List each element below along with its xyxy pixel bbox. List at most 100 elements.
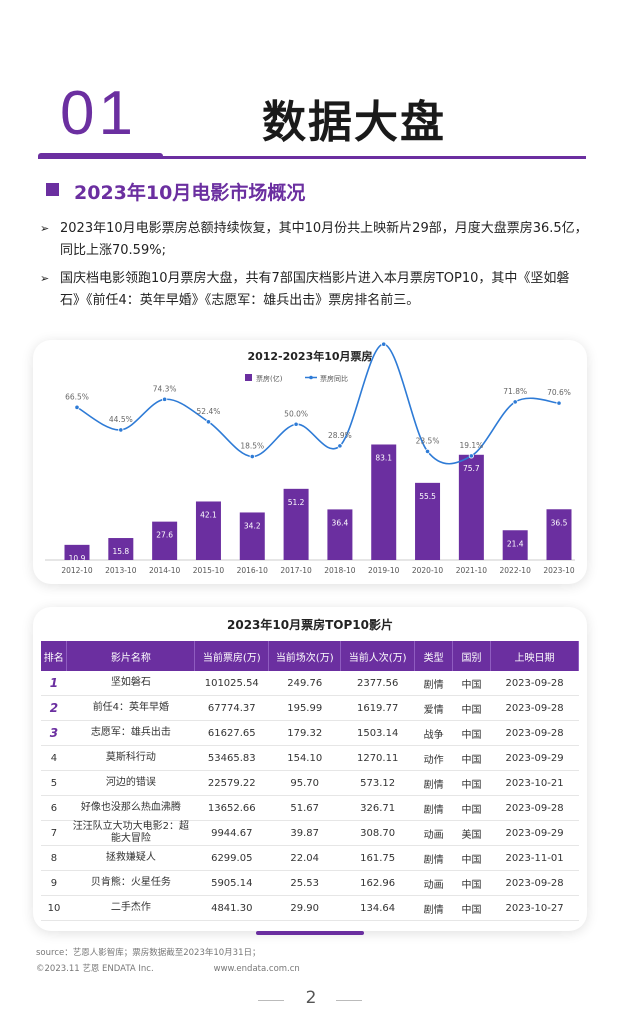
table-cell: 2023-10-27 (490, 895, 579, 921)
table-cell: 67774.37 (194, 695, 269, 721)
table-cell: 中国 (452, 720, 491, 746)
yoy-value-label: 23.5% (416, 436, 440, 445)
table-cell: 195.99 (268, 695, 341, 721)
film-name-cell: 志愿军：雄兵出击 (66, 720, 195, 746)
table-cell: 22579.22 (194, 770, 269, 796)
arrow-bullet-icon: ➢ (40, 272, 50, 285)
film-name-cell: 汪汪队立大功大电影2：超能大冒险 (66, 820, 195, 846)
table-cell: 中国 (452, 671, 491, 696)
table-cell: 2023-09-29 (490, 820, 579, 846)
bar-mark (64, 544, 90, 560)
yoy-point (381, 341, 387, 347)
bar-mark (239, 512, 265, 560)
table-cell: 573.12 (340, 770, 415, 796)
website-link[interactable]: www.endata.com.cn (213, 964, 300, 974)
yoy-value-label: 44.5% (109, 415, 133, 424)
rank-cell: 8 (41, 845, 67, 871)
table-cell: 29.90 (268, 895, 341, 921)
subheading-title: 2023年10月电影市场概况 (74, 182, 306, 204)
table-row: 5 河边的错误 22579.22 95.70 573.12 剧情 中国 2023-10-21 (41, 770, 579, 796)
table-row: 10 二手杰作 4841.30 29.90 134.64 剧情 中国 2023-10-27 (41, 895, 579, 921)
page-number-divider (336, 1000, 362, 1001)
table-cell: 爱情 (414, 695, 453, 721)
table-header-row: 排名 影片名称 当前票房(万) 当前场次(万) 当前人次(万) 类型 国别 上映… (41, 641, 579, 671)
bar-mark (415, 482, 441, 560)
rank-cell: 5 (41, 770, 67, 796)
bar-mark (458, 454, 484, 560)
table-row: 7 汪汪队立大功大电影2：超能大冒险 9944.67 39.87 308.70 动画 美国 2… (41, 820, 579, 846)
bar-value-label: 27.6 (156, 531, 173, 540)
table-cell: 2023-09-28 (490, 795, 579, 821)
table-cell: 162.96 (340, 870, 415, 896)
film-name-cell: 前任4：英年早婚 (66, 695, 195, 721)
table-cell: 1503.14 (340, 720, 415, 746)
column-header: 当前场次(万) (268, 641, 342, 671)
column-header: 国别 (452, 641, 492, 671)
x-tick-label: 2022-10 (500, 566, 532, 575)
table-cell: 134.64 (340, 895, 415, 921)
rank-cell: 1 (41, 671, 67, 696)
x-tick-label: 2021-10 (456, 566, 488, 575)
table-cell: 2377.56 (340, 671, 415, 696)
bar-mark (108, 538, 134, 560)
bullet-text: 国庆档电影领跑10月票房大盘，共有7部国庆档影片进入本月票房TOP10，其中《坚… (60, 271, 570, 308)
column-header: 上映日期 (490, 641, 579, 671)
yoy-point (556, 400, 562, 406)
footer-accent-bar (256, 931, 364, 935)
yoy-value-label: 19.1% (459, 441, 483, 450)
table-cell: 中国 (452, 745, 491, 771)
film-name-cell: 拯救嫌疑人 (66, 845, 195, 871)
rank-cell: 3 (41, 720, 67, 746)
table-cell: 25.53 (268, 870, 341, 896)
x-tick-label: 2018-10 (324, 566, 356, 575)
rank-cell: 6 (41, 795, 67, 821)
film-name-cell: 坚如磐石 (66, 671, 195, 696)
header-divider (38, 156, 586, 159)
bar-value-label: 36.4 (332, 518, 349, 527)
x-tick-label: 2017-10 (280, 566, 312, 575)
page-number-divider (258, 1000, 284, 1001)
yoy-point (468, 453, 474, 459)
rank-cell: 7 (41, 820, 67, 846)
table-cell: 2023-09-28 (490, 695, 579, 721)
yoy-point (293, 421, 299, 427)
bullet-item: ➢ 2023年10月电影票房总额持续恢复，其中10月份共上映新片29部，月度大盘… (40, 218, 588, 262)
table-cell: 154.10 (268, 745, 341, 771)
yoy-value-label: 50.0% (284, 409, 308, 418)
table-row: 1 坚如磐石 101025.54 249.76 2377.56 剧情 中国 2023-09-2… (41, 671, 579, 696)
x-tick-label: 2012-10 (61, 566, 93, 575)
table-row: 6 好像也没那么热血沸腾 13652.66 51.67 326.71 剧情 中国 2023-0… (41, 795, 579, 821)
yoy-value-label: 71.8% (503, 387, 527, 396)
table-cell: 61627.65 (194, 720, 269, 746)
table-cell: 2023-09-28 (490, 870, 579, 896)
table-row: 9 贝肯熊：火星任务 5905.14 25.53 162.96 动画 中国 2023-09-2… (41, 870, 579, 896)
table-cell: 1270.11 (340, 745, 415, 771)
table-cell: 179.32 (268, 720, 341, 746)
bullet-item: ➢ 国庆档电影领跑10月票房大盘，共有7部国庆档影片进入本月票房TOP10，其中… (40, 268, 588, 312)
yoy-value-label: 52.4% (197, 407, 221, 416)
chart-card: 2012-2023年10月票房 票房(亿) 票房同比 10.9 2012-10 15.8 2… (33, 329, 587, 584)
x-tick-label: 2023-10 (543, 566, 575, 575)
yoy-point (337, 443, 343, 449)
table-cell: 中国 (452, 795, 491, 821)
table-title: 2023年10月票房TOP10影片 (227, 618, 393, 632)
yoy-value-label: 74.3% (153, 384, 177, 393)
table-cell: 9944.67 (194, 820, 269, 846)
table-cell: 剧情 (414, 770, 453, 796)
table-row: 4 莫斯科行动 53465.83 154.10 1270.11 动作 中国 2023-09-2… (41, 745, 579, 771)
bar-value-label: 21.4 (507, 539, 524, 548)
table-row: 2 前任4：英年早婚 67774.37 195.99 1619.77 爱情 中国 2023-0… (41, 695, 579, 721)
table-cell: 中国 (452, 845, 491, 871)
table-cell: 剧情 (414, 795, 453, 821)
rank-cell: 9 (41, 870, 67, 896)
x-tick-label: 2020-10 (412, 566, 444, 575)
bar-value-label: 75.7 (463, 464, 480, 473)
film-name-cell: 好像也没那么热血沸腾 (66, 795, 195, 821)
subheading-square-icon (46, 183, 59, 196)
table-cell: 剧情 (414, 845, 453, 871)
bar-mark (502, 530, 528, 560)
yoy-point (249, 453, 255, 460)
table-cell: 5905.14 (194, 870, 269, 896)
table-row: 3 志愿军：雄兵出击 61627.65 179.32 1503.14 战争 中国 2023-0… (41, 720, 579, 746)
